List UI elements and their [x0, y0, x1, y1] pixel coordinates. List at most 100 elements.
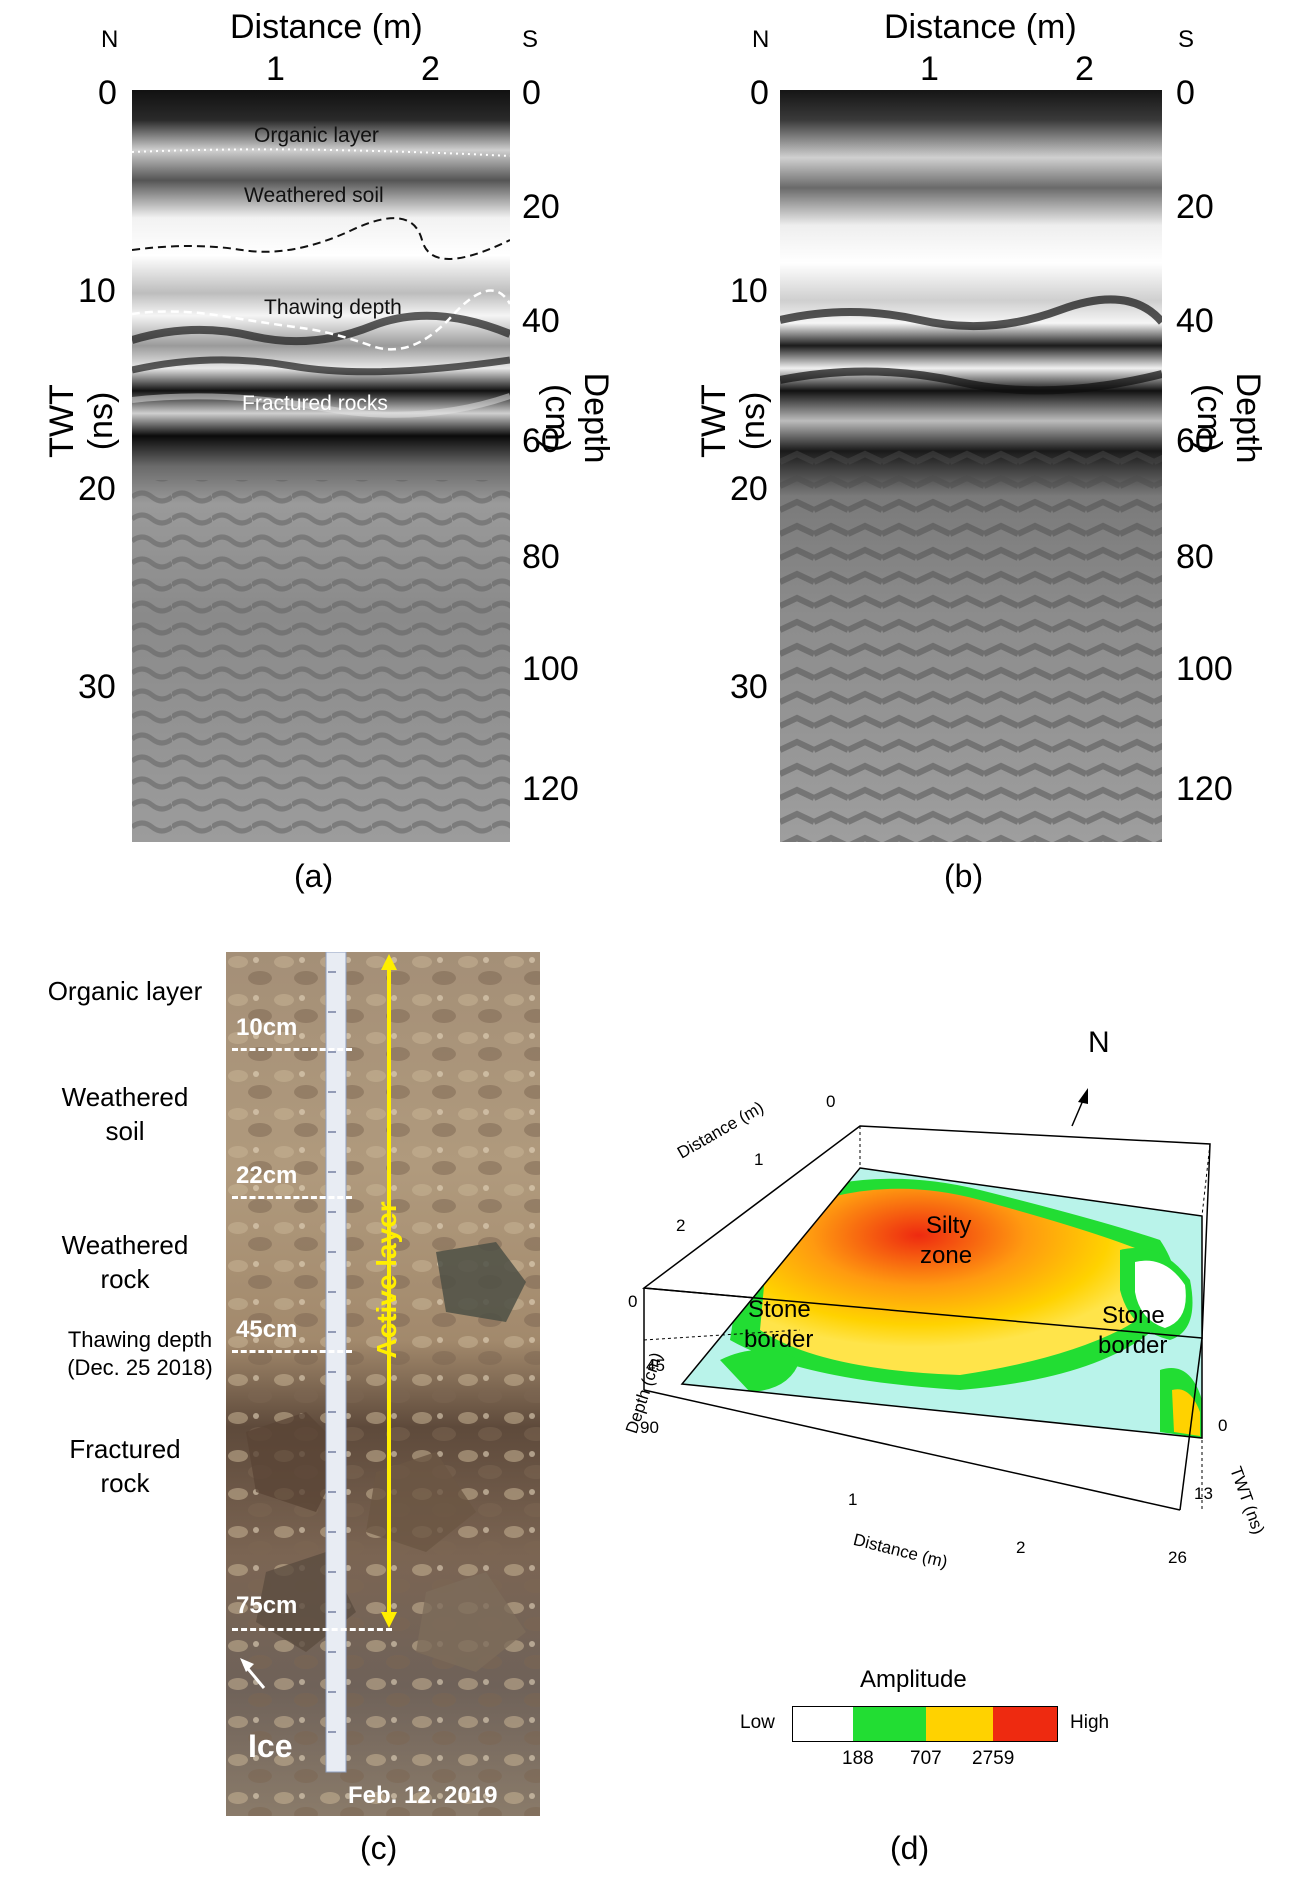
- y-left-tick: 20: [730, 470, 768, 508]
- silty-zone-label: zone: [920, 1242, 973, 1269]
- y-right-title-wrap: Depth (cm): [538, 343, 615, 493]
- legend-colorbar: [792, 1706, 1058, 1742]
- x-axis-title: Distance (m): [230, 8, 423, 46]
- layer-weathered-soil: soil: [105, 1116, 145, 1146]
- y-right-tick: 100: [522, 650, 579, 688]
- legend-swatch: [926, 1707, 993, 1741]
- north-label: N: [752, 26, 770, 53]
- y-left-tick: 0: [750, 74, 769, 112]
- depth-tick: 0: [628, 1292, 638, 1311]
- y-right-tick: 120: [1176, 770, 1233, 808]
- label-thawing: Thawing depth: [264, 296, 402, 319]
- field-photo-image: [226, 952, 540, 1816]
- label-fractured: Fractured rocks: [242, 392, 388, 415]
- y-right-tick: 0: [1176, 74, 1195, 112]
- y-left-tick: 30: [78, 668, 116, 706]
- radargram-a-image: [132, 90, 510, 842]
- y-left-tick: 30: [730, 668, 768, 706]
- caption-d: (d): [890, 1830, 930, 1866]
- distance-top-tick: 1: [754, 1150, 764, 1169]
- y-right-tick: 80: [522, 538, 560, 576]
- radargram-b: [780, 90, 1162, 842]
- y-right-tick: 100: [1176, 650, 1233, 688]
- stone-border-right-label: border: [1098, 1332, 1168, 1359]
- y-left-tick: 10: [78, 272, 116, 310]
- legend-tick: 188: [842, 1748, 874, 1769]
- y-right-title-wrap: Depth (cm): [1190, 343, 1267, 493]
- depth-mark-22cm: 22cm: [236, 1162, 298, 1189]
- north-label: N: [101, 26, 119, 53]
- legend-tick: 707: [910, 1748, 942, 1769]
- y-right-tick: 60: [1176, 422, 1214, 460]
- y-left-title: TWT (ns): [695, 384, 772, 458]
- y-left-tick: 10: [730, 272, 768, 310]
- north-arrow-head: [1078, 1088, 1088, 1104]
- active-layer-wrap: Active layer: [371, 1185, 407, 1375]
- twt-tick: 13: [1194, 1484, 1213, 1503]
- distance-top-tick: 0: [826, 1092, 836, 1111]
- legend-swatch: [992, 1707, 1057, 1741]
- layer-organic: Organic layer: [47, 976, 203, 1006]
- x-tick: 1: [920, 50, 939, 88]
- caption-a: (a): [294, 858, 334, 894]
- y-right-title: Depth (cm): [1190, 372, 1267, 464]
- depth-mark-75cm: 75cm: [236, 1592, 298, 1619]
- y-left-tick: 20: [78, 470, 116, 508]
- x-axis-title: Distance (m): [884, 8, 1077, 46]
- y-left-tick: 0: [98, 74, 117, 112]
- mark-line-45cm: [232, 1350, 352, 1353]
- x-tick: 2: [421, 50, 440, 88]
- stone-border-left-label: Stone: [748, 1296, 811, 1323]
- y-right-tick: 20: [522, 188, 560, 226]
- twt-tick: 26: [1168, 1548, 1187, 1567]
- depth-tick: 90: [640, 1418, 659, 1437]
- y-right-tick: 0: [522, 74, 541, 112]
- caption-b: (b): [944, 858, 984, 894]
- field-photo: 10cm 22cm 45cm 75cm Active layer Ice Feb…: [226, 952, 540, 1816]
- depth-mark-10cm: 10cm: [236, 1014, 298, 1041]
- y-right-tick: 20: [1176, 188, 1214, 226]
- mark-line-22cm: [232, 1196, 352, 1199]
- distance-bottom-tick: 1: [848, 1490, 858, 1509]
- caption-c: (c): [360, 1830, 398, 1866]
- y-right-tick: 40: [522, 302, 560, 340]
- photo-date: Feb. 12. 2019: [348, 1782, 498, 1809]
- thawing-boundary: [132, 289, 510, 351]
- stone-border-left-label: border: [744, 1326, 814, 1353]
- legend-title: Amplitude: [860, 1666, 967, 1693]
- legend-tick: 2759: [972, 1748, 1015, 1769]
- label-organic: Organic layer: [254, 124, 379, 147]
- weathered-boundary: [132, 217, 510, 260]
- distance-top-tick: 2: [676, 1216, 686, 1235]
- depth-mark-45cm: 45cm: [236, 1316, 298, 1343]
- organic-boundary: [132, 148, 510, 157]
- legend-low: Low: [740, 1712, 775, 1733]
- ice-label: Ice: [248, 1728, 293, 1764]
- y-right-tick: 120: [522, 770, 579, 808]
- mark-line-10cm: [232, 1048, 352, 1051]
- layer-thawing-date: (Dec. 25 2018): [67, 1355, 213, 1380]
- legend-swatch: [853, 1707, 927, 1741]
- y-right-tick: 80: [1176, 538, 1214, 576]
- layer-weathered-rock: Weathered: [61, 1230, 189, 1260]
- layer-weathered-soil: Weathered: [61, 1082, 189, 1112]
- legend-swatch: [793, 1707, 854, 1741]
- distance-bottom-tick: 2: [1016, 1538, 1026, 1557]
- radargram-a: Organic layer Weathered soil Thawing dep…: [132, 90, 510, 842]
- layer-thawing: Thawing depth: [67, 1327, 213, 1352]
- y-left-title-wrap: TWT (ns): [695, 366, 772, 476]
- horizon-lines: [132, 148, 510, 351]
- label-weathered: Weathered soil: [244, 184, 384, 207]
- x-tick: 1: [266, 50, 285, 88]
- y-right-title: Depth (cm): [538, 372, 615, 464]
- legend-high: High: [1070, 1712, 1110, 1733]
- y-left-title: TWT (ns): [43, 384, 120, 458]
- y-right-tick: 40: [1176, 302, 1214, 340]
- layer-fractured: Fractured: [69, 1434, 181, 1464]
- amplitude-3d-box: [641, 1088, 1211, 1511]
- stone-border-right-label: Stone: [1102, 1302, 1165, 1329]
- layer-weathered-rock: rock: [100, 1264, 150, 1294]
- mark-line-75cm: [232, 1628, 392, 1631]
- depth-tick: 45: [646, 1356, 665, 1375]
- active-layer-label: Active layer: [371, 1201, 402, 1359]
